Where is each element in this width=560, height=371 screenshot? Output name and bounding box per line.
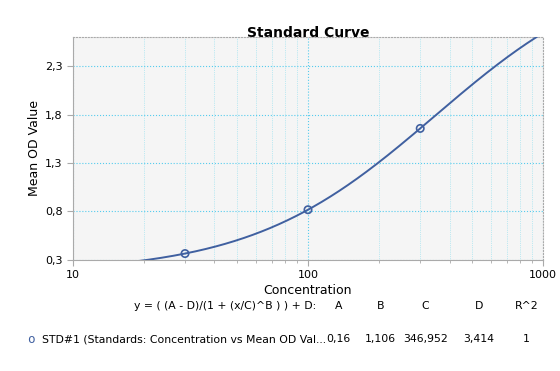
Text: Standard Curve: Standard Curve <box>247 26 369 40</box>
Text: A: A <box>335 301 343 311</box>
Text: y = ( (A - D)/(1 + (x/C)^B ) ) + D:: y = ( (A - D)/(1 + (x/C)^B ) ) + D: <box>134 301 316 311</box>
Point <box>416 125 424 131</box>
Text: D: D <box>475 301 483 311</box>
Text: o: o <box>27 333 35 346</box>
Text: B: B <box>377 301 385 311</box>
Text: 1,106: 1,106 <box>365 335 396 344</box>
Text: 0,16: 0,16 <box>326 335 351 344</box>
Text: 346,952: 346,952 <box>403 335 448 344</box>
Text: STD#1 (Standards: Concentration vs Mean OD Val...: STD#1 (Standards: Concentration vs Mean … <box>42 335 326 344</box>
Point <box>180 250 189 256</box>
Text: 3,414: 3,414 <box>463 335 494 344</box>
Point <box>304 207 312 213</box>
Text: R^2: R^2 <box>515 301 538 311</box>
Text: 1: 1 <box>523 335 530 344</box>
Text: C: C <box>422 301 430 311</box>
Y-axis label: Mean OD Value: Mean OD Value <box>27 101 40 196</box>
X-axis label: Concentration: Concentration <box>264 284 352 297</box>
